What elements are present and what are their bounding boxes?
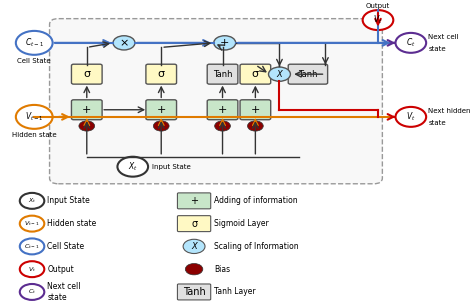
Text: Tanh: Tanh xyxy=(213,70,232,79)
Circle shape xyxy=(20,239,44,254)
Text: V$_t$: V$_t$ xyxy=(373,14,383,26)
Circle shape xyxy=(20,193,44,209)
Text: σ: σ xyxy=(252,69,259,79)
FancyBboxPatch shape xyxy=(177,216,211,232)
Circle shape xyxy=(268,67,291,81)
Text: Next cell: Next cell xyxy=(428,34,459,40)
Circle shape xyxy=(20,284,44,300)
Text: Next cell
state: Next cell state xyxy=(47,282,81,302)
FancyBboxPatch shape xyxy=(207,100,238,120)
Text: X$_t$: X$_t$ xyxy=(28,196,36,205)
Text: Sigmoid Layer: Sigmoid Layer xyxy=(214,219,269,228)
Text: Tanh Layer: Tanh Layer xyxy=(214,288,255,297)
Circle shape xyxy=(16,31,53,55)
Text: Cell State: Cell State xyxy=(18,58,51,64)
FancyBboxPatch shape xyxy=(177,284,211,300)
Text: Scaling of Information: Scaling of Information xyxy=(214,242,299,251)
Text: C$_{t-1}$: C$_{t-1}$ xyxy=(24,242,40,251)
Text: X$_t$: X$_t$ xyxy=(128,160,138,173)
Text: X: X xyxy=(191,242,197,251)
Text: Hidden state: Hidden state xyxy=(47,219,97,228)
Text: +: + xyxy=(251,105,260,115)
Circle shape xyxy=(183,239,205,253)
Text: C$_t$: C$_t$ xyxy=(406,37,416,49)
Circle shape xyxy=(214,36,236,50)
Text: Adding of information: Adding of information xyxy=(214,196,297,205)
Text: Input State: Input State xyxy=(47,196,90,205)
Text: +: + xyxy=(82,105,91,115)
Text: V$_{t-1}$: V$_{t-1}$ xyxy=(24,219,40,228)
FancyBboxPatch shape xyxy=(72,100,102,120)
FancyBboxPatch shape xyxy=(240,100,271,120)
FancyBboxPatch shape xyxy=(177,193,211,209)
Circle shape xyxy=(118,157,148,177)
Circle shape xyxy=(16,105,53,129)
Circle shape xyxy=(215,121,230,131)
Text: Output: Output xyxy=(366,3,390,9)
Text: state: state xyxy=(428,46,446,52)
Text: X: X xyxy=(277,70,283,79)
Circle shape xyxy=(395,107,426,127)
Text: V$_{t-1}$: V$_{t-1}$ xyxy=(25,111,44,123)
Text: Tanh: Tanh xyxy=(182,287,205,297)
Text: +: + xyxy=(190,196,198,206)
Text: +: + xyxy=(218,105,227,115)
FancyBboxPatch shape xyxy=(146,100,176,120)
Text: C$_t$: C$_t$ xyxy=(28,288,36,296)
Text: state: state xyxy=(428,120,446,126)
FancyBboxPatch shape xyxy=(288,64,328,84)
Circle shape xyxy=(395,33,426,53)
Text: Hidden state: Hidden state xyxy=(12,132,56,138)
Text: V$_t$: V$_t$ xyxy=(406,111,416,123)
Circle shape xyxy=(113,36,135,50)
Circle shape xyxy=(363,10,393,30)
FancyBboxPatch shape xyxy=(207,64,238,84)
Circle shape xyxy=(20,216,44,232)
Text: V$_t$: V$_t$ xyxy=(28,265,36,274)
Text: Cell State: Cell State xyxy=(47,242,84,251)
Circle shape xyxy=(247,121,263,131)
Text: Input State: Input State xyxy=(153,164,191,170)
Text: ×: × xyxy=(119,38,128,48)
Circle shape xyxy=(79,121,95,131)
Text: σ: σ xyxy=(158,69,165,79)
FancyBboxPatch shape xyxy=(50,19,383,184)
Text: Next hidden: Next hidden xyxy=(428,108,471,114)
Circle shape xyxy=(20,261,44,277)
Text: +: + xyxy=(220,38,229,48)
Text: Tanh: Tanh xyxy=(298,70,318,79)
Text: C$_{t-1}$: C$_{t-1}$ xyxy=(25,37,44,49)
Text: Bias: Bias xyxy=(214,265,230,274)
Circle shape xyxy=(154,121,169,131)
Text: σ: σ xyxy=(83,69,90,79)
FancyBboxPatch shape xyxy=(72,64,102,84)
FancyBboxPatch shape xyxy=(146,64,176,84)
Text: +: + xyxy=(156,105,166,115)
Circle shape xyxy=(185,263,203,275)
FancyBboxPatch shape xyxy=(240,64,271,84)
Text: Output: Output xyxy=(47,265,74,274)
Text: σ: σ xyxy=(191,219,197,229)
